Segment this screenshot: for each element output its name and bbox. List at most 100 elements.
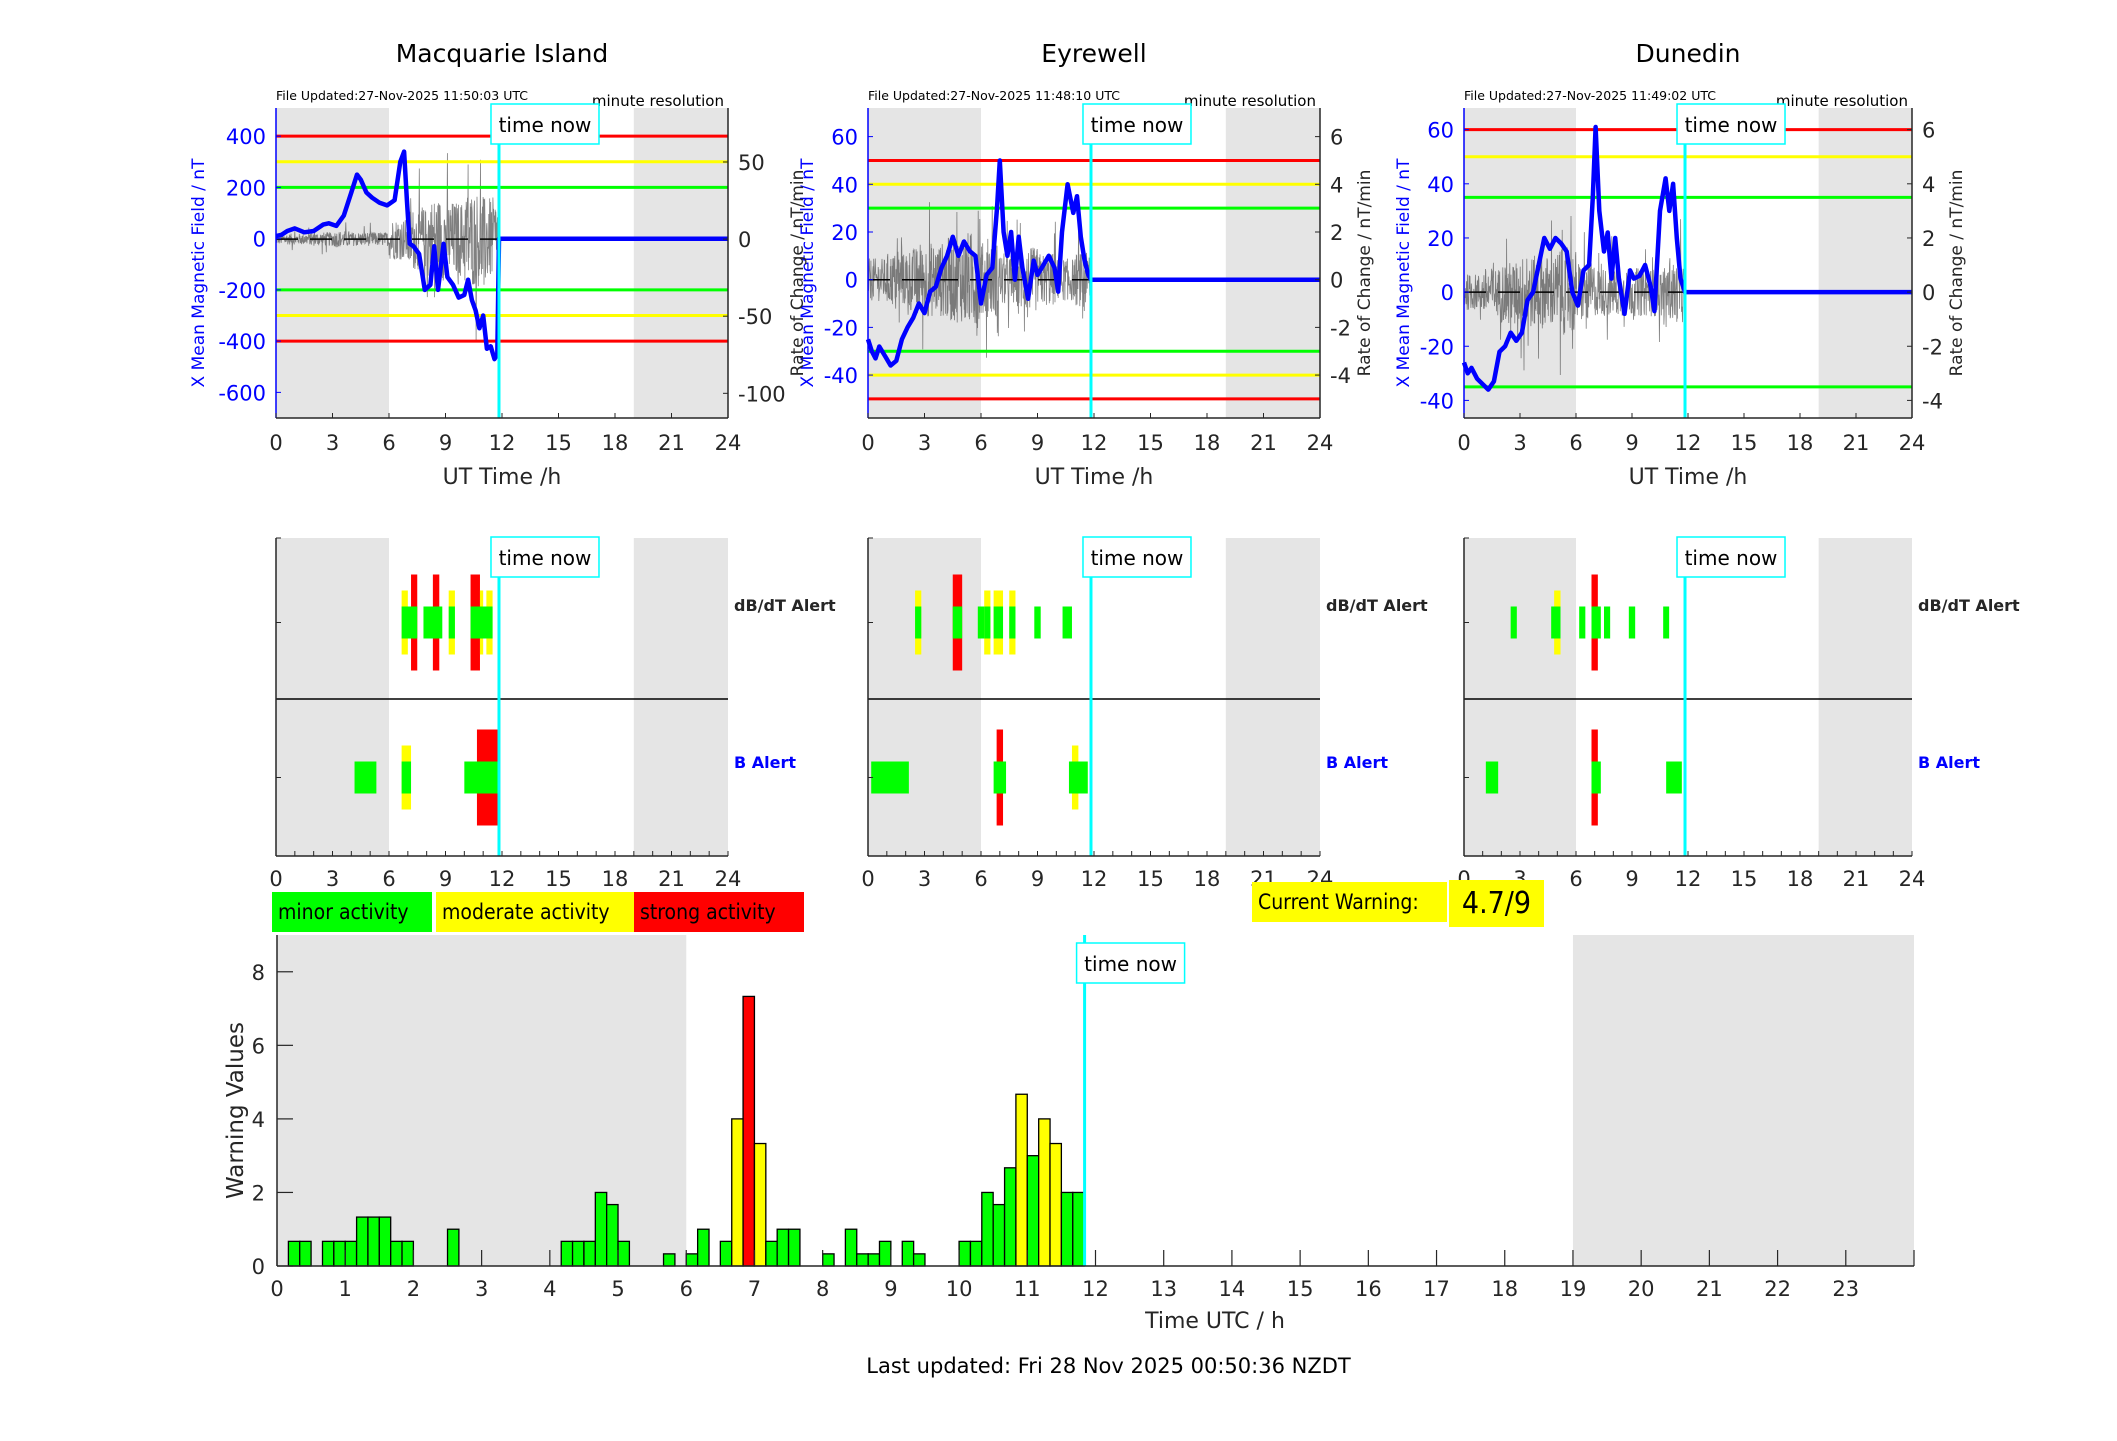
y-left-tick-label: -400 xyxy=(218,330,266,354)
x-tick-label: 24 xyxy=(1899,431,1926,455)
x-tick-label: 2 xyxy=(407,1277,420,1301)
x-tick-label: 8 xyxy=(816,1277,829,1301)
warning-bar-moderate xyxy=(753,1142,767,1267)
y-left-tick-label: 0 xyxy=(845,269,858,293)
warning-bar-minor xyxy=(662,1253,676,1267)
x-axis-label: Time UTC / h xyxy=(1144,1309,1285,1334)
alert-block-minor xyxy=(401,761,412,794)
warning-bar-minor xyxy=(571,1240,585,1267)
resolution-label: minute resolution xyxy=(592,92,724,110)
x-tick-label: 12 xyxy=(1081,867,1108,891)
warning-bar-minor xyxy=(1060,1191,1074,1267)
magnetic-field-line xyxy=(865,158,1320,368)
x-tick-label: 16 xyxy=(1355,1277,1382,1301)
y-right-tick-label: 50 xyxy=(738,151,765,175)
y-left-tick-label: -20 xyxy=(1420,335,1454,359)
alerts-dunedin-time-now-label: time now xyxy=(1685,546,1778,570)
warning-bar-minor xyxy=(401,1240,415,1267)
file-updated-label: File Updated:27-Nov-2025 11:50:03 UTC xyxy=(276,88,528,103)
alerts-dunedin-night-shade xyxy=(1818,538,1912,856)
warning-bar-moderate xyxy=(1049,1142,1063,1267)
y-left-axis-label: X Mean Magnetic Field / nT xyxy=(189,158,209,388)
y-left-axis-label: X Mean Magnetic Field / nT xyxy=(798,158,818,388)
panel-dunedin: Dunedin File Updated:27-Nov-2025 11:49:02… xyxy=(1394,39,1967,490)
x-tick-label: 6 xyxy=(382,867,395,891)
x-tick-label: 3 xyxy=(326,867,339,891)
warning-bar-minor xyxy=(958,1240,972,1267)
alerts-eyrewell-night-shade xyxy=(1225,538,1320,856)
x-tick-label: 0 xyxy=(861,431,874,455)
warning-bar-minor xyxy=(367,1216,380,1267)
warning-bar-minor xyxy=(844,1228,858,1267)
panel-alerts-macquarie: time now 0 3 6 9 12 15 18 21 24 dB/dT Alert B Alert xyxy=(269,536,836,891)
warning-bar-minor xyxy=(583,1240,596,1267)
dunedin-time-now-label: time now xyxy=(1685,113,1778,137)
alert-block-minor xyxy=(1551,606,1561,639)
alerts-eyrewell-night-shade xyxy=(868,538,981,856)
x-tick-label: 6 xyxy=(974,431,987,455)
y-right-tick-label: 6 xyxy=(1330,126,1343,150)
y-left-tick-label: 200 xyxy=(226,176,266,200)
x-tick-label: 18 xyxy=(1194,867,1221,891)
rate-of-change-trace xyxy=(867,202,1092,358)
warning-bar-minor xyxy=(594,1191,608,1267)
warning-bar-minor xyxy=(787,1228,801,1267)
y-right-tick-label: -4 xyxy=(1330,364,1351,388)
macquarie-time-now-label: time now xyxy=(499,113,592,137)
y-right-tick-label: 4 xyxy=(1922,173,1935,197)
dunedin-night-shade xyxy=(1818,108,1912,418)
y-axis-label: Warning Values xyxy=(223,1022,249,1199)
warning-bar-minor xyxy=(355,1216,369,1267)
resolution-label: minute resolution xyxy=(1776,92,1908,110)
dunedin-time-now-box xyxy=(1676,103,1786,145)
y-left-tick-label: 20 xyxy=(831,221,858,245)
x-tick-label: 15 xyxy=(1731,867,1758,891)
x-tick-label: 10 xyxy=(946,1277,973,1301)
warning-bar-strong xyxy=(742,995,756,1267)
x-axis-label: UT Time /h xyxy=(1035,465,1154,490)
y-right-tick-label: -100 xyxy=(738,382,786,406)
x-tick-label: 18 xyxy=(602,431,629,455)
y-left-tick-label: -20 xyxy=(824,316,858,340)
x-tick-label: 24 xyxy=(1899,867,1926,891)
y-right-axis-label: Rate of Change / nT/min xyxy=(1355,170,1375,377)
warning-bar-minor xyxy=(1003,1167,1017,1267)
alert-block-minor xyxy=(977,606,985,639)
x-tick-label: 21 xyxy=(658,431,685,455)
x-tick-label: 9 xyxy=(884,1277,897,1301)
warning-bar-minor xyxy=(878,1240,892,1267)
x-tick-label: 9 xyxy=(439,867,452,891)
y-right-tick-label: 2 xyxy=(1330,221,1343,245)
x-tick-label: 3 xyxy=(475,1277,488,1301)
eyrewell-time-now-label: time now xyxy=(1091,113,1184,137)
x-tick-label: 21 xyxy=(1843,431,1870,455)
x-axis-label: UT Time /h xyxy=(443,465,562,490)
x-tick-label: 12 xyxy=(1082,1277,1109,1301)
x-tick-label: 6 xyxy=(680,1277,693,1301)
alert-block-minor xyxy=(1591,761,1601,794)
x-tick-label: 6 xyxy=(1569,867,1582,891)
eyrewell-night-shade xyxy=(1225,108,1320,418)
alert-block-minor xyxy=(1062,606,1072,639)
x-tick-label: 21 xyxy=(1696,1277,1723,1301)
y-left-tick-label: 40 xyxy=(1427,173,1454,197)
x-tick-label: 21 xyxy=(1843,867,1870,891)
x-tick-label: 0 xyxy=(269,867,282,891)
resolution-label: minute resolution xyxy=(1184,92,1316,110)
x-tick-label: 17 xyxy=(1423,1277,1450,1301)
warning-bar-minor xyxy=(333,1240,346,1267)
x-tick-label: 12 xyxy=(489,867,516,891)
x-tick-label: 11 xyxy=(1014,1277,1041,1301)
y-tick-label: 6 xyxy=(252,1034,265,1058)
warning-bar-moderate xyxy=(1015,1093,1028,1267)
warning-night-shade xyxy=(1572,935,1914,1266)
x-tick-label: 0 xyxy=(269,431,282,455)
x-tick-label: 23 xyxy=(1832,1277,1859,1301)
x-tick-label: 20 xyxy=(1628,1277,1655,1301)
macquarie-night-shade xyxy=(633,108,728,418)
x-tick-label: 12 xyxy=(1675,867,1702,891)
x-tick-label: 18 xyxy=(1194,431,1221,455)
y-left-tick-label: -600 xyxy=(218,381,266,405)
